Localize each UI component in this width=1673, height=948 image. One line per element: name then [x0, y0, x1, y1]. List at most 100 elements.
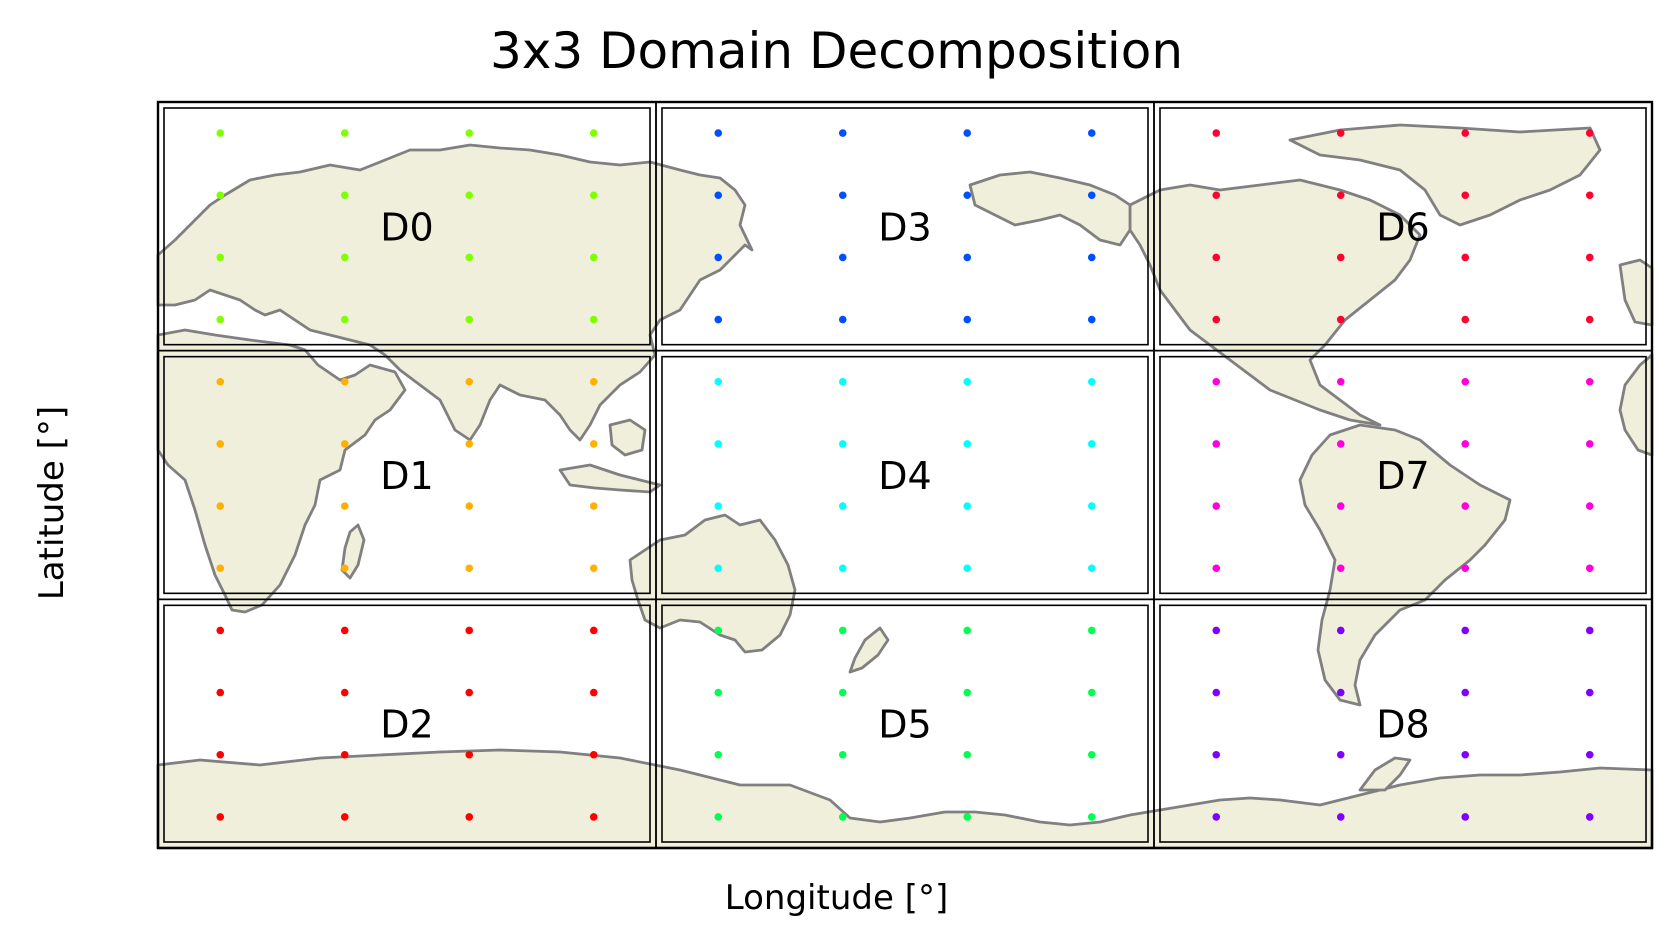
point-d8	[1461, 688, 1470, 697]
label-layer: D0 D1 D2 D3 D4 D5 D6 D7 D8	[380, 205, 1429, 746]
point-d8	[1461, 626, 1470, 635]
domain-border-d1-inner	[163, 355, 651, 595]
land-layer	[156, 123, 1654, 850]
point-d5	[963, 813, 972, 821]
borneo-land	[608, 418, 647, 457]
point-d3	[838, 129, 847, 137]
point-d2	[216, 626, 225, 635]
point-d2	[589, 626, 598, 635]
point-d5	[963, 688, 972, 697]
point-d8	[1585, 626, 1594, 635]
point-d6	[1585, 315, 1594, 324]
point-d7	[1212, 377, 1221, 386]
point-d4	[714, 440, 723, 448]
point-d0	[216, 315, 225, 324]
point-d6	[1585, 253, 1594, 262]
domain-label-d0: D0	[380, 205, 433, 249]
point-d4	[963, 564, 972, 573]
point-d1	[340, 377, 349, 386]
point-d2	[216, 688, 225, 697]
point-d7	[1212, 440, 1221, 448]
south-america-land	[1298, 423, 1512, 707]
point-d0	[589, 191, 598, 200]
point-d0	[340, 253, 349, 262]
point-d6	[1461, 253, 1470, 262]
point-d8	[1212, 750, 1221, 759]
point-d1	[465, 440, 474, 448]
point-d7	[1336, 377, 1345, 386]
point-d1	[465, 564, 474, 573]
point-d5	[714, 813, 723, 821]
point-d5	[1087, 750, 1096, 759]
domain-border-d0-inner	[163, 107, 651, 346]
point-d3	[838, 191, 847, 200]
domain-label-d3: D3	[878, 205, 931, 249]
point-d6	[1336, 191, 1345, 200]
point-d1	[216, 377, 225, 386]
antarctica-land	[156, 748, 1654, 850]
point-d0	[340, 191, 349, 200]
domain-border-d2-inner	[163, 604, 651, 843]
point-d1	[216, 564, 225, 573]
point-d5	[838, 813, 847, 821]
point-d5	[838, 626, 847, 635]
point-d4	[838, 502, 847, 510]
domain-border-d8-inner	[1159, 604, 1647, 843]
plot-frame	[156, 100, 1654, 850]
point-d5	[714, 626, 723, 635]
point-d3	[714, 129, 723, 137]
point-d6	[1461, 191, 1470, 200]
point-d3	[838, 315, 847, 324]
point-layer	[216, 129, 1594, 821]
point-d3	[963, 315, 972, 324]
point-d5	[1087, 626, 1096, 635]
domain-border-d6-inner	[1159, 107, 1647, 346]
point-d1	[589, 377, 598, 386]
point-d4	[963, 440, 972, 448]
domain-label-d2: D2	[380, 703, 433, 747]
point-d8	[1212, 688, 1221, 697]
point-d7	[1336, 440, 1345, 448]
alaska-land	[968, 170, 1132, 247]
point-d6	[1212, 129, 1221, 137]
point-d6	[1212, 191, 1221, 200]
point-d8	[1212, 626, 1221, 635]
africa-land	[156, 328, 407, 614]
point-d6	[1336, 253, 1345, 262]
point-d6	[1212, 315, 1221, 324]
point-d2	[465, 813, 474, 821]
point-d3	[714, 253, 723, 262]
domain-label-d7: D7	[1376, 454, 1429, 498]
point-d2	[465, 626, 474, 635]
point-d3	[963, 191, 972, 200]
domain-border-d7-inner	[1159, 355, 1647, 595]
domain-label-d6: D6	[1376, 205, 1429, 249]
point-d1	[589, 440, 598, 448]
point-d4	[838, 564, 847, 573]
maritime-asia-land	[558, 463, 662, 494]
point-d0	[465, 129, 474, 137]
point-d8	[1461, 813, 1470, 821]
point-d3	[714, 315, 723, 324]
point-d7	[1585, 502, 1594, 510]
point-d7	[1336, 564, 1345, 573]
point-d1	[589, 502, 598, 510]
point-d4	[1087, 440, 1096, 448]
point-d0	[465, 315, 474, 324]
point-d8	[1336, 750, 1345, 759]
africa-edge-land	[1618, 353, 1654, 457]
domain-border-d5-inner	[661, 604, 1149, 843]
point-d7	[1461, 440, 1470, 448]
point-d3	[838, 253, 847, 262]
point-d4	[1087, 377, 1096, 386]
point-d0	[216, 191, 225, 200]
point-d1	[340, 564, 349, 573]
europe-edge-land	[1618, 258, 1654, 327]
point-d2	[589, 750, 598, 759]
point-d5	[963, 750, 972, 759]
point-d4	[838, 440, 847, 448]
point-d5	[1087, 813, 1096, 821]
point-d4	[838, 377, 847, 386]
point-d0	[216, 129, 225, 137]
point-d3	[714, 191, 723, 200]
